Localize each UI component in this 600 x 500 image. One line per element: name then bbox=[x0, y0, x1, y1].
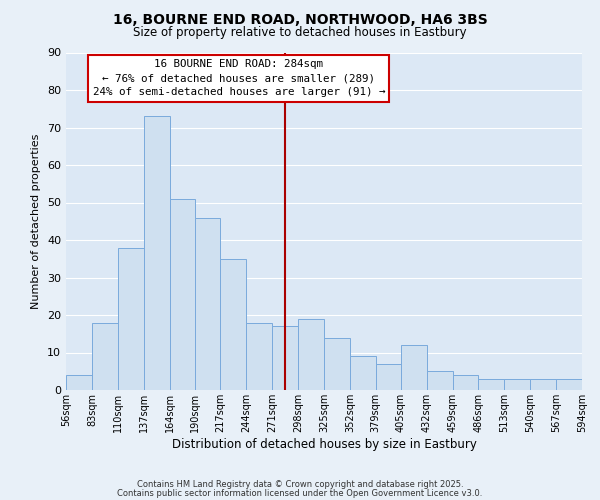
Bar bbox=[452, 375, 478, 390]
Text: 16 BOURNE END ROAD: 284sqm
← 76% of detached houses are smaller (289)
24% of sem: 16 BOURNE END ROAD: 284sqm ← 76% of deta… bbox=[92, 59, 385, 97]
Text: Size of property relative to detached houses in Eastbury: Size of property relative to detached ho… bbox=[133, 26, 467, 39]
Bar bbox=[478, 379, 505, 390]
Bar bbox=[427, 371, 452, 390]
Text: Contains public sector information licensed under the Open Government Licence v3: Contains public sector information licen… bbox=[118, 488, 482, 498]
Bar bbox=[194, 218, 220, 390]
Bar bbox=[324, 338, 350, 390]
Bar bbox=[505, 379, 530, 390]
Bar bbox=[170, 198, 194, 390]
Bar bbox=[530, 379, 556, 390]
Bar bbox=[220, 259, 247, 390]
Bar bbox=[66, 375, 92, 390]
Bar bbox=[143, 116, 170, 390]
Bar bbox=[556, 379, 582, 390]
Bar bbox=[298, 319, 324, 390]
Bar bbox=[247, 322, 272, 390]
Bar bbox=[92, 322, 118, 390]
Bar bbox=[350, 356, 376, 390]
Bar bbox=[401, 345, 427, 390]
Bar bbox=[376, 364, 401, 390]
Y-axis label: Number of detached properties: Number of detached properties bbox=[31, 134, 41, 309]
Text: 16, BOURNE END ROAD, NORTHWOOD, HA6 3BS: 16, BOURNE END ROAD, NORTHWOOD, HA6 3BS bbox=[113, 12, 487, 26]
Bar bbox=[118, 248, 143, 390]
Bar bbox=[272, 326, 298, 390]
Text: Contains HM Land Registry data © Crown copyright and database right 2025.: Contains HM Land Registry data © Crown c… bbox=[137, 480, 463, 489]
X-axis label: Distribution of detached houses by size in Eastbury: Distribution of detached houses by size … bbox=[172, 438, 476, 450]
